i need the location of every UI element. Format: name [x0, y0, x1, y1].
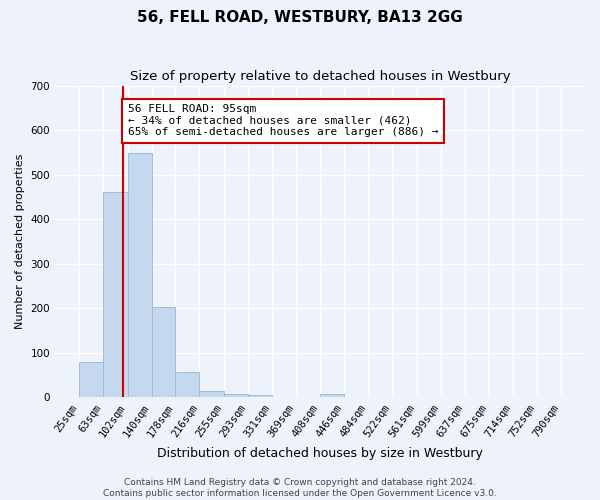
X-axis label: Distribution of detached houses by size in Westbury: Distribution of detached houses by size … [157, 447, 483, 460]
Bar [152, 307, 175, 398]
Text: Contains HM Land Registry data © Crown copyright and database right 2024.
Contai: Contains HM Land Registry data © Crown c… [103, 478, 497, 498]
Bar [128, 154, 152, 398]
Bar [103, 192, 128, 398]
Bar [224, 394, 248, 398]
Y-axis label: Number of detached properties: Number of detached properties [15, 154, 25, 329]
Text: 56, FELL ROAD, WESTBURY, BA13 2GG: 56, FELL ROAD, WESTBURY, BA13 2GG [137, 10, 463, 25]
Bar [79, 362, 103, 398]
Bar [175, 372, 199, 398]
Bar [199, 390, 224, 398]
Bar [320, 394, 344, 398]
Title: Size of property relative to detached houses in Westbury: Size of property relative to detached ho… [130, 70, 511, 83]
Bar [248, 395, 272, 398]
Text: 56 FELL ROAD: 95sqm
← 34% of detached houses are smaller (462)
65% of semi-detac: 56 FELL ROAD: 95sqm ← 34% of detached ho… [128, 104, 438, 138]
